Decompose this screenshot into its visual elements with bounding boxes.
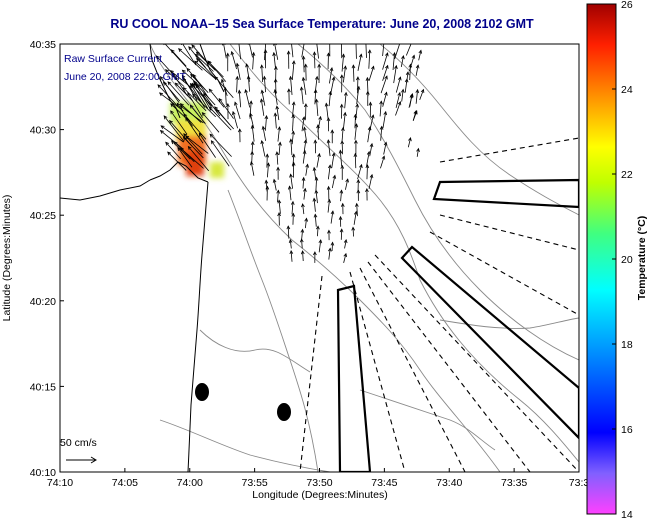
y-tick-label: 40:35 <box>30 39 56 51</box>
colorbar-tick-label: 18 <box>621 339 633 351</box>
hf-radar-site-marker <box>195 383 209 401</box>
y-tick-label: 40:10 <box>30 467 56 479</box>
x-axis-label: Longitude (Degrees:Minutes) <box>252 489 387 501</box>
x-tick-label: 73:40 <box>436 477 462 489</box>
hf-radar-site-marker <box>277 403 291 421</box>
annotation-line-1: Raw Surface Current <box>64 53 162 65</box>
annotation-line-2: June 20, 2008 22:00 GMT <box>64 71 187 83</box>
colorbar-tick-label: 22 <box>621 169 633 181</box>
plot-background <box>60 44 579 472</box>
x-tick-label: 74:00 <box>177 477 203 489</box>
colorbar-tick-label: 20 <box>621 254 633 266</box>
y-axis-ticks: 40:10 40:15 40:20 40:25 40:30 40:35 <box>30 39 64 479</box>
x-tick-label: 74:05 <box>112 477 138 489</box>
scale-label: 50 cm/s <box>60 437 97 449</box>
colorbar-tick-label: 26 <box>621 0 633 11</box>
y-tick-label: 40:25 <box>30 210 56 222</box>
y-tick-label: 40:20 <box>30 296 56 308</box>
colorbar-tick-label: 24 <box>621 84 633 96</box>
y-tick-label: 40:15 <box>30 381 56 393</box>
sst-patch-lightgreen <box>210 162 224 178</box>
colorbar-label: Temperature (°C) <box>636 216 648 301</box>
y-tick-label: 40:30 <box>30 125 56 137</box>
x-tick-label: 73:50 <box>306 477 332 489</box>
colorbar <box>587 4 616 514</box>
chart-title: RU COOL NOAA–15 Sea Surface Temperature:… <box>110 17 534 31</box>
colorbar-tick-label: 16 <box>621 424 633 436</box>
x-tick-label: 73:55 <box>241 477 267 489</box>
x-tick-label: 73:45 <box>371 477 397 489</box>
x-tick-label: 73:3 <box>569 477 590 489</box>
x-tick-label: 73:35 <box>501 477 527 489</box>
colorbar-tick-label: 14 <box>621 509 633 518</box>
y-axis-label: Latitude (Degrees:Minutes) <box>1 195 13 322</box>
